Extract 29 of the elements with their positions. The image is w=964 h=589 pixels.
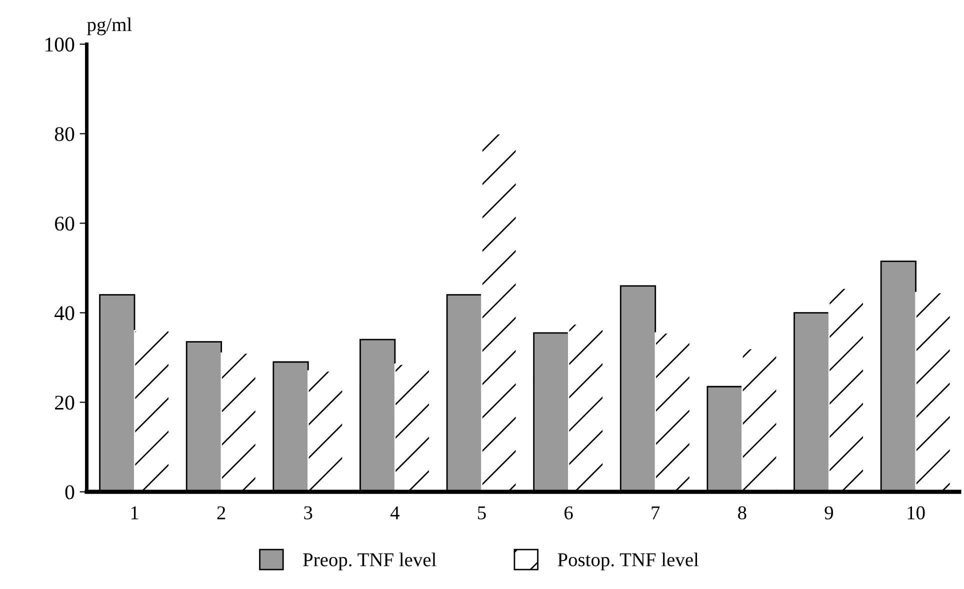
bar — [394, 364, 430, 492]
bar — [741, 348, 778, 492]
x-tick-label: 8 — [738, 506, 746, 520]
bar — [654, 332, 691, 492]
y-tick-label: 60 — [55, 216, 74, 231]
y-tick-label: 80 — [54, 127, 74, 142]
x-tick-label: 4 — [390, 506, 400, 520]
bar — [307, 370, 344, 492]
bar — [220, 352, 257, 492]
y-axis-title: pg/ml — [87, 18, 132, 36]
x-tick-label: 6 — [564, 506, 573, 520]
bar — [481, 133, 518, 492]
x-tick-label: 9 — [824, 506, 834, 520]
bar — [915, 292, 952, 492]
y-tick-label: 20 — [55, 396, 74, 410]
x-tick-label: 2 — [217, 506, 226, 520]
legend-label: Postop. TNF level — [558, 552, 699, 570]
x-tick-label: 10 — [908, 506, 925, 520]
x-tick-label: 1 — [131, 506, 138, 520]
bar — [828, 287, 864, 492]
x-tick-label: 5 — [478, 506, 486, 520]
bar — [568, 323, 604, 492]
y-tick-label: 100 — [46, 38, 74, 52]
y-tick-label: 40 — [54, 306, 74, 320]
bar — [134, 330, 170, 492]
x-tick-label: 3 — [304, 506, 312, 520]
legend-label: Preop. TNF level — [303, 552, 436, 570]
y-tick-label: 0 — [65, 485, 74, 500]
x-tick-label: 7 — [652, 506, 660, 520]
